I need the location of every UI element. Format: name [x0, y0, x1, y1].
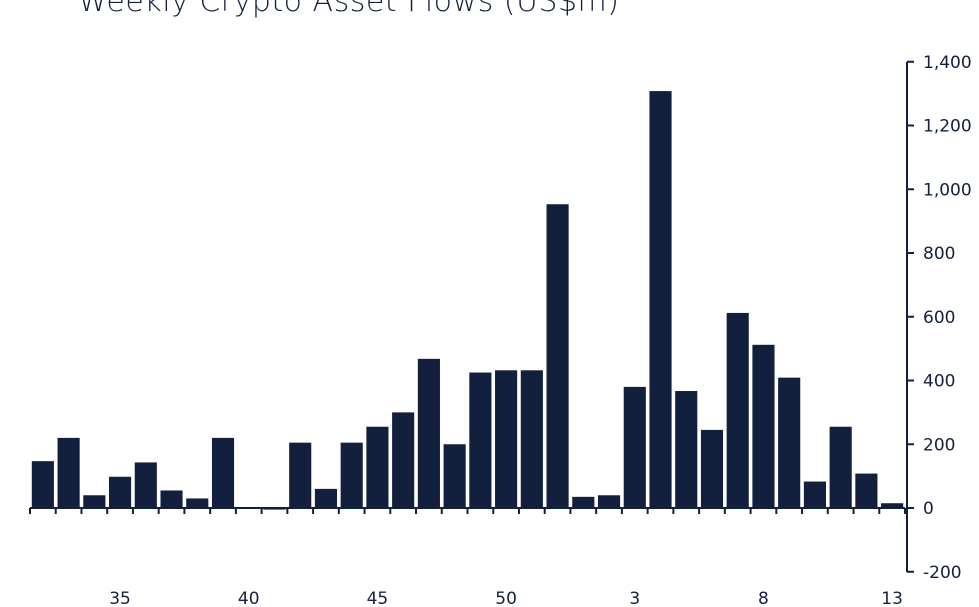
bars-group	[31, 91, 904, 510]
x-axis: 35 40 45 50 3 8 13	[29, 507, 906, 607]
bar-week-36	[134, 462, 157, 508]
bar-week-43	[314, 488, 338, 509]
x-tick-label: 13	[881, 589, 903, 607]
bar-week-46	[392, 412, 415, 509]
bar-week-12	[855, 473, 878, 508]
bar-week-4	[649, 91, 672, 508]
bar-week-48	[443, 444, 466, 508]
bar-week-50	[495, 370, 518, 508]
y-axis: 1,400 1,200 1,000 800 600 400 200 0 -200	[906, 53, 972, 583]
bar-week-10	[803, 481, 826, 508]
chart-title: Weekly Crypto Asset Flows (US$m)	[78, 0, 620, 19]
bar-week-2	[597, 495, 621, 508]
bar-week-49	[469, 372, 492, 508]
x-tick-label: 8	[758, 589, 769, 607]
y-tick-label: 400	[923, 372, 955, 392]
bar-week-51	[520, 370, 543, 508]
x-tick-label: 45	[367, 589, 389, 607]
bar-week-7	[726, 312, 749, 508]
y-tick-label: 600	[923, 308, 955, 328]
bar-week-8	[752, 344, 775, 508]
bar-week-52	[546, 204, 569, 509]
bar-week-3	[623, 386, 646, 509]
bar-week-47	[417, 358, 440, 508]
y-tick-label: 1,200	[923, 117, 972, 137]
x-tick-label: 40	[238, 589, 260, 607]
bar-week-6	[700, 429, 724, 508]
y-tick-label: 800	[923, 244, 955, 264]
bar-week-33	[57, 437, 80, 509]
bar-week-5	[675, 391, 698, 508]
bar-week-39	[211, 437, 235, 509]
bar-week-11	[829, 426, 852, 508]
bar-week-45	[366, 426, 389, 508]
x-tick-label: 50	[495, 589, 517, 607]
y-tick-label: 200	[923, 435, 955, 455]
bar-week-1	[572, 496, 595, 508]
y-tick-label: -200	[923, 563, 962, 583]
bar-week-34	[83, 495, 106, 508]
y-tick-label: 0	[923, 499, 934, 519]
bar-week-42	[289, 442, 312, 508]
bar-week-9	[778, 377, 801, 508]
bar-week-37	[160, 490, 183, 508]
bar-week-13	[881, 503, 904, 508]
bar-week-35	[109, 476, 132, 508]
bar-week-44	[340, 442, 363, 508]
bar-week-32	[31, 461, 54, 508]
y-tick-label: 1,400	[923, 53, 972, 73]
x-tick-label: 35	[109, 589, 131, 607]
y-tick-label: 1,000	[923, 180, 972, 200]
bar-week-38	[186, 498, 209, 508]
x-tick-label: 3	[629, 589, 640, 607]
